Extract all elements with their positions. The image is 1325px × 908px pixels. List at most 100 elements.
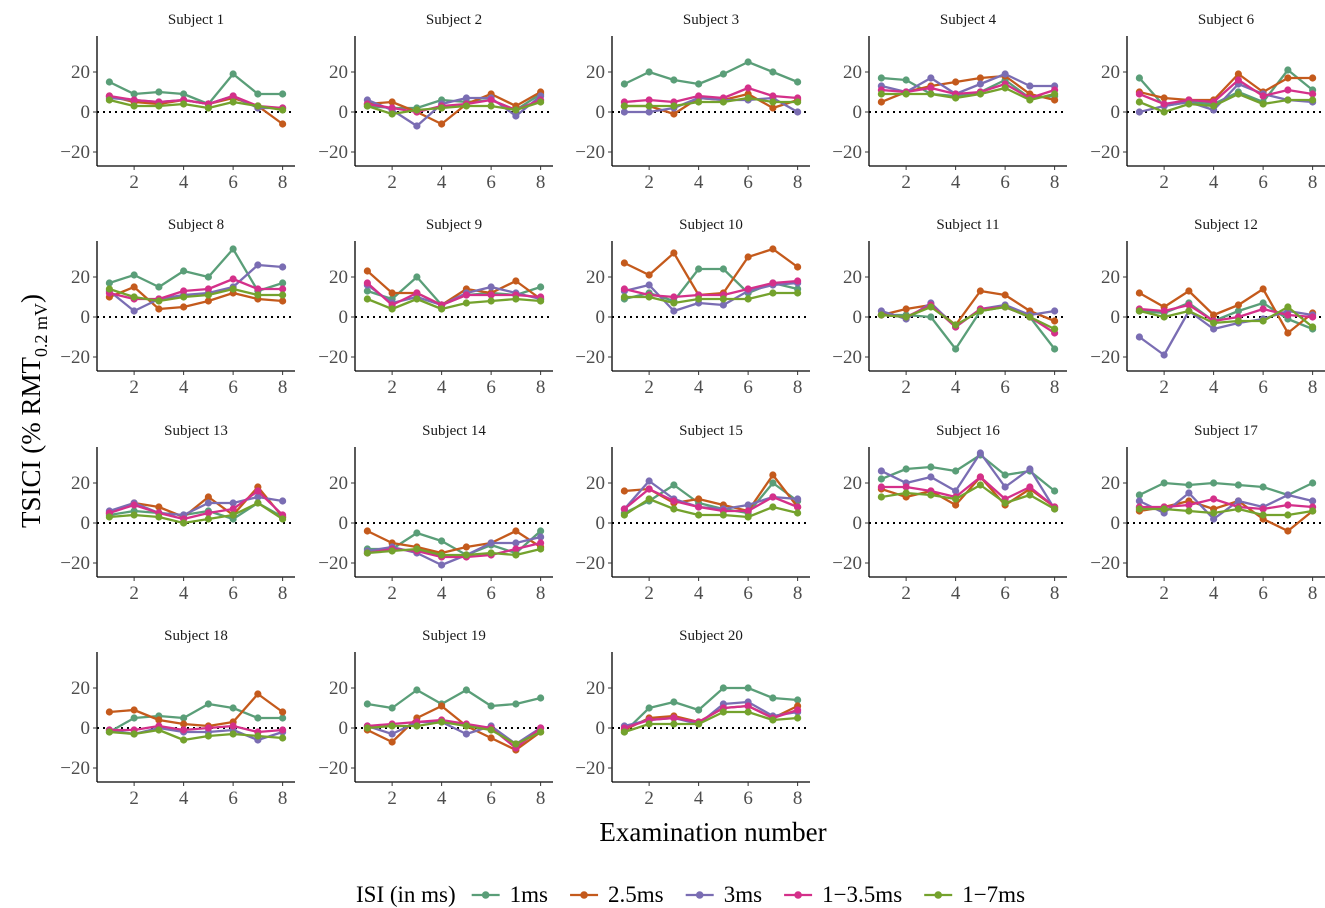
series-line (1138, 92, 1313, 114)
series-1-7ms (105, 96, 287, 114)
data-point (180, 100, 188, 108)
data-point (1284, 329, 1292, 337)
series-line (623, 481, 799, 515)
data-point (512, 700, 520, 708)
x-tick-label: 2 (901, 583, 911, 604)
data-point (620, 728, 628, 736)
data-point (155, 305, 163, 313)
data-point (155, 716, 163, 724)
data-point (413, 686, 421, 694)
x-tick-label: 4 (437, 583, 447, 604)
data-point (1051, 505, 1059, 513)
data-point (487, 291, 495, 299)
x-tick-label: 8 (278, 377, 288, 398)
series-1-7ms (620, 94, 802, 110)
data-point (927, 74, 935, 82)
series-1-7ms (105, 285, 287, 305)
data-point (363, 549, 371, 557)
series-line (623, 60, 799, 86)
data-point (1210, 325, 1218, 333)
data-point (670, 249, 678, 257)
data-point (363, 700, 371, 708)
data-point (620, 102, 628, 110)
data-point (719, 684, 727, 692)
data-point (1309, 323, 1317, 331)
y-tick-label: 0 (339, 307, 349, 328)
data-point (512, 740, 520, 748)
data-point (645, 102, 653, 110)
x-tick-label: 2 (644, 788, 654, 809)
data-point (1284, 66, 1292, 74)
x-tick-label: 4 (1209, 377, 1219, 398)
data-point (180, 736, 188, 744)
data-point (670, 307, 678, 315)
data-point (229, 722, 237, 730)
data-point (1210, 515, 1218, 523)
data-point (254, 499, 262, 507)
data-point (1135, 307, 1143, 315)
data-point (155, 513, 163, 521)
data-point (204, 700, 212, 708)
data-point (1259, 511, 1267, 519)
data-point (388, 110, 396, 118)
x-tick-label: 8 (1050, 583, 1060, 604)
data-point (645, 704, 653, 712)
x-tick-label: 6 (1258, 377, 1268, 398)
panel-title: Subject 4 (940, 12, 997, 28)
data-point (952, 321, 960, 329)
panel-subject-6: Subject 6 −20 0 20 2 4 6 8 (1090, 12, 1325, 193)
series-1-7ms (877, 303, 1059, 333)
data-point (279, 497, 287, 505)
data-point (670, 76, 678, 84)
series-line (881, 289, 1056, 327)
data-point (1051, 307, 1059, 315)
panel-title: Subject 3 (683, 12, 739, 28)
series-line (367, 541, 541, 559)
data-point (744, 513, 752, 521)
data-point (130, 307, 138, 315)
series-1-7ms (363, 295, 545, 313)
data-point (1160, 94, 1168, 102)
series-1-7ms (877, 84, 1059, 104)
data-point (512, 539, 520, 547)
panel-subject-3: Subject 3 −20 0 20 2 4 6 8 (575, 12, 810, 193)
data-point (1135, 90, 1143, 98)
data-point (155, 503, 163, 511)
data-point (645, 271, 653, 279)
y-tick-label: −20 (318, 553, 348, 574)
data-point (462, 730, 470, 738)
series-line (366, 297, 541, 311)
panel-title: Subject 12 (1194, 217, 1258, 233)
panel-title: Subject 15 (679, 423, 743, 439)
data-point (670, 714, 678, 722)
data-point (620, 487, 628, 495)
y-tick-label: 0 (339, 513, 349, 534)
data-point (512, 112, 520, 120)
data-point (976, 449, 984, 457)
y-tick-label: 20 (71, 267, 90, 288)
x-tick-label: 4 (179, 377, 189, 398)
panel-title: Subject 14 (422, 423, 486, 439)
data-point (363, 267, 371, 275)
data-point (744, 684, 752, 692)
x-tick-label: 6 (743, 788, 753, 809)
data-point (512, 545, 520, 553)
data-point (645, 720, 653, 728)
data-point (976, 481, 984, 489)
data-point (744, 507, 752, 515)
data-point (952, 495, 960, 503)
panel-title: Subject 16 (936, 423, 1000, 439)
panel-title: Subject 6 (1198, 12, 1255, 28)
data-point (130, 293, 138, 301)
x-tick-label: 6 (743, 172, 753, 193)
data-point (877, 475, 885, 483)
data-point (794, 277, 802, 285)
data-point (254, 102, 262, 110)
x-tick-label: 2 (129, 377, 139, 398)
data-point (130, 706, 138, 714)
data-point (719, 98, 727, 106)
data-point (794, 98, 802, 106)
series-1ms (363, 686, 545, 712)
series-1-7ms (877, 481, 1059, 513)
data-point (1160, 108, 1168, 116)
